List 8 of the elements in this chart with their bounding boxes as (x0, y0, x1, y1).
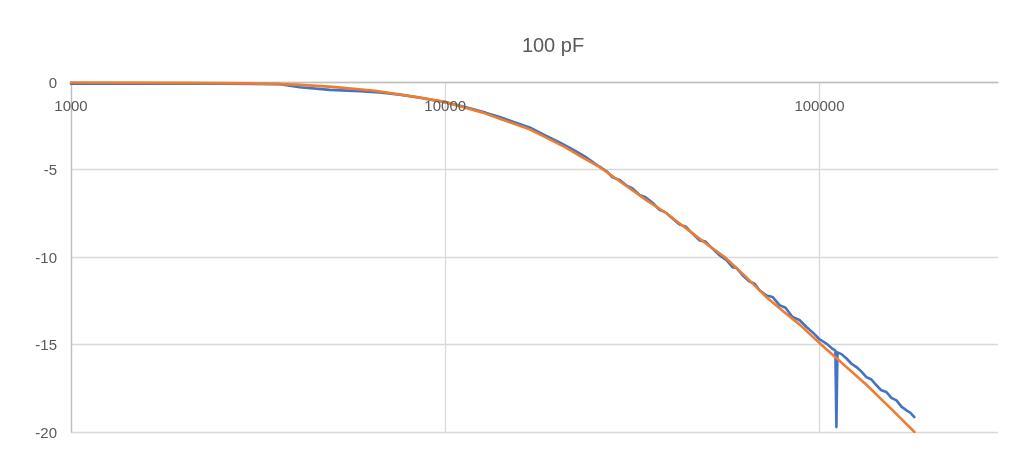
y-tick-label: -10 (35, 248, 57, 266)
y-tick-label: 0 (48, 73, 57, 91)
y-tick-label: -5 (43, 161, 57, 178)
y-tick-label: -20 (35, 423, 57, 441)
chart-title: 100 pF (521, 34, 585, 56)
x-tick-label: 1000 (54, 97, 88, 114)
x-tick-label: 100000 (794, 97, 845, 114)
y-tick-label: -15 (35, 336, 57, 353)
